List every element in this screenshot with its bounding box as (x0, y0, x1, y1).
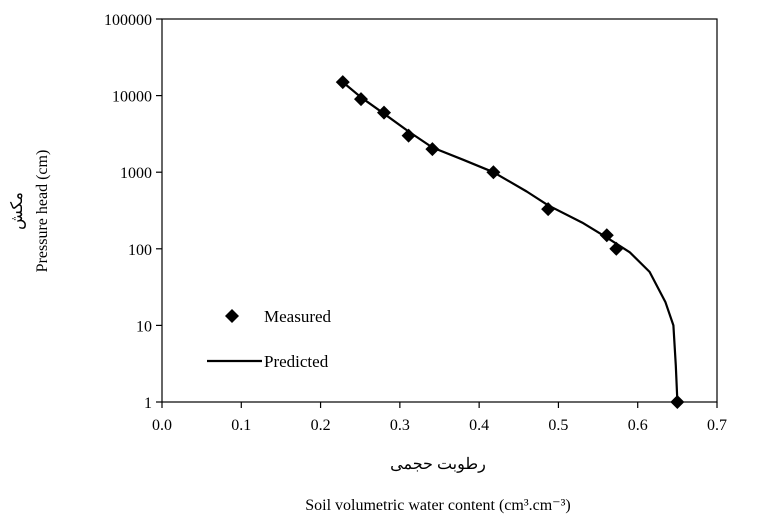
x-tick-label: 0.2 (311, 417, 331, 434)
y-tick-label: 100000 (104, 12, 152, 29)
y-tick-label: 10000 (112, 89, 152, 106)
measured-point (335, 75, 350, 90)
measured-series (335, 75, 685, 409)
predicted-series (342, 81, 679, 403)
measured-point (425, 142, 440, 157)
x-tick-label: 0.5 (548, 417, 568, 434)
y-tick-label: 10 (136, 318, 152, 335)
y-tick-label: 1 (144, 395, 152, 412)
legend-measured-marker (225, 309, 239, 323)
legend: Measured Predicted (207, 307, 332, 371)
x-tick-label: 0.4 (469, 417, 489, 434)
y-tick-label: 100 (128, 242, 152, 259)
predicted-line (342, 81, 679, 403)
y-axis: 1 10 100 1000 10000 100000 (104, 12, 162, 412)
y-tick-label: 1000 (120, 165, 152, 182)
x-tick-label: 0.0 (152, 417, 172, 434)
measured-point (670, 395, 685, 409)
y-axis-title: Pressure head (cm) (34, 150, 51, 273)
legend-predicted-label: Predicted (264, 352, 329, 371)
x-tick-label: 0.7 (707, 417, 727, 434)
measured-point (401, 128, 416, 143)
measured-point (486, 165, 501, 180)
measured-point (377, 105, 391, 120)
x-axis-title: Soil volumetric water content (cm³.cm⁻³) (305, 497, 571, 514)
x-tick-label: 0.3 (390, 417, 410, 434)
x-axis-title-fa: رطوبت حجمی (390, 456, 486, 473)
x-axis: 0.0 0.1 0.2 0.3 0.4 0.5 0.6 0.7 (152, 402, 727, 434)
measured-point (599, 228, 614, 243)
x-tick-label: 0.1 (231, 417, 251, 434)
measured-point (609, 241, 624, 256)
measured-point (541, 202, 556, 217)
y-axis-title-fa: مکش (9, 192, 26, 230)
measured-point (354, 92, 369, 107)
legend-measured-label: Measured (264, 307, 332, 326)
x-tick-label: 0.6 (628, 417, 648, 434)
plot-area (161, 18, 718, 403)
